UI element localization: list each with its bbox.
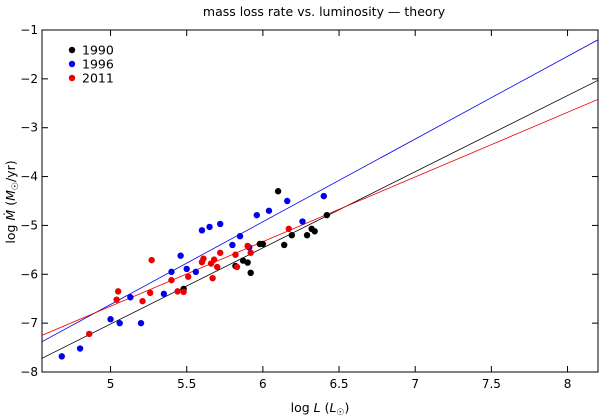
point-1996	[206, 223, 213, 231]
point-1996	[116, 319, 123, 327]
point-1990	[247, 269, 254, 277]
x-tick-label: 7	[411, 377, 419, 391]
y-tick-label: −3	[20, 121, 38, 135]
legend-marker-2011	[68, 74, 76, 82]
point-1990	[323, 211, 331, 219]
plot-area	[41, 29, 599, 373]
point-1996	[168, 268, 175, 276]
point-1996	[229, 241, 236, 249]
data-points	[58, 188, 331, 360]
point-1990	[244, 259, 251, 266]
x-tick-label: 6.5	[329, 377, 348, 391]
legend-label-1996: 1996	[82, 57, 114, 72]
point-1996	[265, 207, 273, 214]
point-2011	[233, 263, 241, 271]
point-1996	[137, 319, 145, 327]
y-tick-label: −4	[20, 170, 38, 184]
legend-label-2011: 2011	[82, 71, 114, 86]
point-2011	[232, 251, 239, 258]
point-1996	[127, 294, 134, 301]
point-1996	[198, 227, 206, 234]
legend-marker-1990	[68, 46, 76, 54]
point-1996	[76, 345, 84, 352]
point-1990	[303, 232, 311, 239]
fit-lines	[42, 39, 598, 359]
point-1996	[320, 192, 328, 200]
point-2011	[200, 255, 207, 262]
fit-line-2011	[42, 99, 598, 336]
x-axis-label: log L (L☉)	[291, 400, 350, 418]
chart-title: mass loss rate vs. luminosity — theory	[203, 4, 446, 19]
point-1990	[311, 228, 318, 235]
legend-marker-1996	[68, 60, 76, 68]
axis-ticks: 5 5.5 6 6.5 7 7.5 8 −8 −7 −6 −5 −4 −3 −2 −1	[20, 23, 598, 391]
x-tick-label: 5.5	[177, 377, 196, 391]
point-2011	[180, 288, 187, 296]
point-2011	[210, 256, 218, 263]
point-1990	[281, 241, 288, 249]
y-tick-label: −6	[20, 267, 38, 281]
point-2011	[213, 263, 221, 271]
fit-line-1996	[42, 39, 598, 343]
point-2011	[139, 297, 146, 305]
point-1990	[274, 188, 282, 195]
point-1996	[236, 232, 244, 240]
plot-frame	[41, 29, 599, 373]
point-1996	[253, 211, 260, 219]
x-tick-label: 5	[107, 377, 115, 391]
point-1996	[299, 218, 306, 225]
point-1990	[288, 232, 296, 239]
point-1996	[160, 290, 168, 298]
y-axis-label: log Ṁ (M☉/yr)	[3, 160, 21, 243]
point-2011	[209, 274, 216, 282]
legend-label-1990: 1990	[82, 43, 114, 58]
point-1996	[177, 252, 184, 259]
point-2011	[168, 276, 175, 284]
y-tick-label: −5	[20, 218, 38, 232]
x-tick-label: 8	[564, 377, 572, 391]
point-2011	[146, 289, 154, 297]
point-2011	[174, 288, 181, 295]
point-2011	[247, 249, 254, 256]
y-tick-label: −7	[20, 316, 38, 330]
point-1996	[217, 220, 224, 228]
point-1996	[192, 268, 200, 276]
x-tick-label: 7.5	[482, 377, 501, 391]
point-2011	[113, 296, 120, 303]
point-2011	[217, 249, 224, 256]
point-2011	[244, 242, 251, 250]
point-1996	[183, 265, 190, 273]
point-1996	[107, 316, 114, 323]
y-tick-label: −1	[20, 23, 38, 37]
point-2011	[86, 330, 93, 338]
x-tick-label: 6	[259, 377, 267, 391]
point-1996	[284, 197, 291, 205]
y-tick-label: −2	[20, 72, 38, 86]
point-2011	[114, 288, 122, 295]
y-tick-label: −8	[20, 365, 38, 379]
point-2011	[285, 225, 292, 233]
point-2011	[185, 273, 192, 280]
point-1990	[259, 240, 267, 248]
point-2011	[148, 256, 155, 264]
fit-line-1990	[42, 79, 598, 359]
point-1996	[58, 353, 66, 360]
